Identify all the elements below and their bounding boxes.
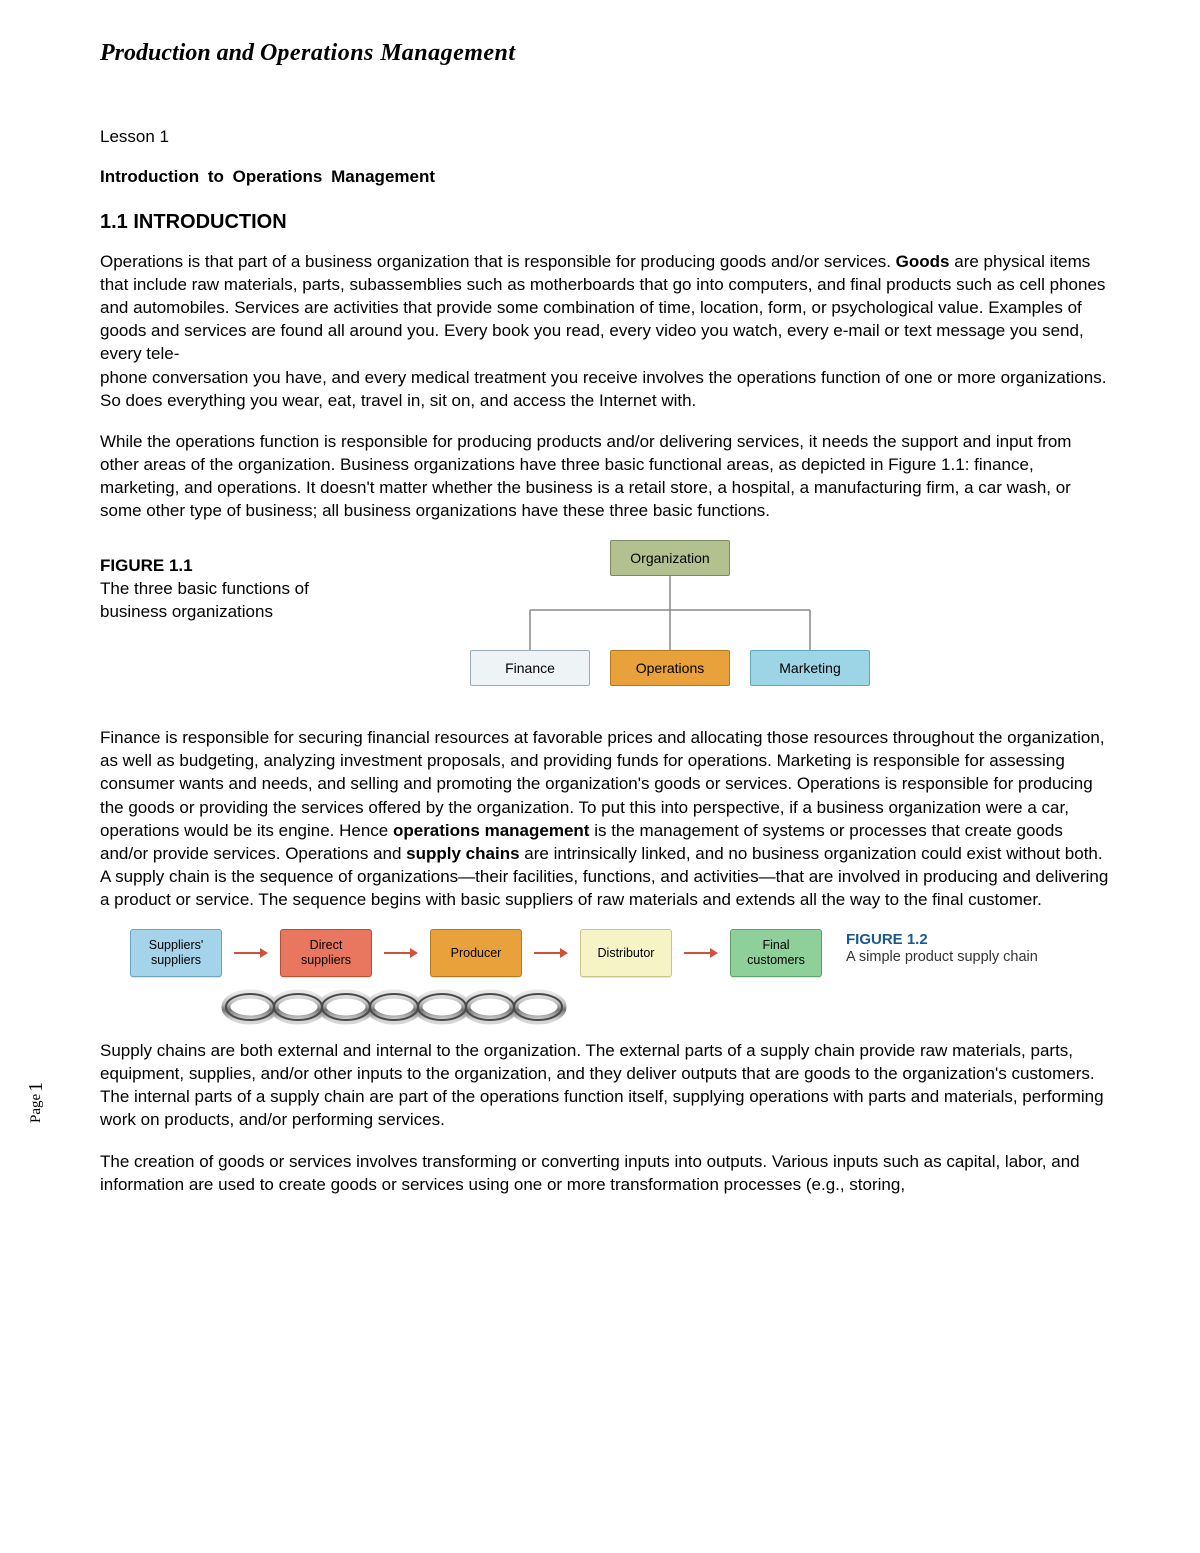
figure-1-2: Suppliers' suppliers Direct suppliers Prod…	[100, 929, 1110, 977]
flow-box-0: Suppliers' suppliers	[130, 929, 222, 977]
para1-a: Operations is that part of a business or…	[100, 252, 896, 271]
org-box-mid: Operations	[610, 650, 730, 686]
page-digit: 1	[25, 1082, 48, 1094]
para-3: Finance is responsible for securing fina…	[100, 726, 1110, 911]
section-title: 1.1 INTRODUCTION	[100, 211, 1110, 234]
term-goods: Goods	[896, 252, 950, 271]
document-page: Production and Operations Management Les…	[0, 0, 1200, 1553]
chain-image	[220, 985, 570, 1029]
org-box-top: Organization	[610, 540, 730, 576]
lesson-title: Introduction to Operations Management	[100, 167, 1110, 187]
org-box-left: Finance	[470, 650, 590, 686]
running-head-a: Production and O	[100, 40, 277, 66]
para-4: Supply chains are both external and inte…	[100, 1039, 1110, 1131]
flow-box-2: Producer	[430, 929, 522, 977]
figure-1-2-flow: Suppliers' suppliers Direct suppliers Prod…	[100, 929, 822, 977]
chain-icon	[220, 985, 570, 1029]
flow-arrow	[384, 946, 418, 960]
figure-1-2-caption: FIGURE 1.2 A simple product supply chain	[822, 929, 1038, 967]
figure-1-1-diagram: Organization Finance Operations Marketing	[330, 540, 1110, 700]
flow-box-4: Final customers	[730, 929, 822, 977]
flow-box-3: Distributor	[580, 929, 672, 977]
lesson-number: Lesson 1	[100, 127, 1110, 147]
para-1: Operations is that part of a business or…	[100, 250, 1110, 412]
term-om: operations management	[393, 821, 590, 840]
page-number: Page1	[25, 1082, 48, 1123]
figure-1-1-text: The three basic functions of business or…	[100, 578, 330, 624]
para-2: While the operations function is respons…	[100, 430, 1110, 522]
figure-1-1-number: FIGURE 1.1	[100, 556, 330, 576]
term-sc: supply chains	[406, 844, 519, 863]
flow-arrow	[684, 946, 718, 960]
running-head-c: M	[380, 40, 401, 66]
running-head: Production and Operations Management	[100, 40, 1110, 67]
running-head-d: anagement	[402, 40, 516, 66]
figure-1-2-number: FIGURE 1.2	[846, 931, 1038, 948]
figure-1-1-caption: FIGURE 1.1 The three basic functions of …	[100, 540, 330, 624]
figure-1-1: FIGURE 1.1 The three basic functions of …	[100, 540, 1110, 700]
org-box-right: Marketing	[750, 650, 870, 686]
para1-c: phone conversation you have, and every m…	[100, 368, 1106, 410]
running-head-b: perations	[277, 40, 380, 66]
figure-1-2-text: A simple product supply chain	[846, 948, 1038, 967]
flow-arrow	[234, 946, 268, 960]
para-5: The creation of goods or services involv…	[100, 1150, 1110, 1196]
flow-arrow	[534, 946, 568, 960]
flow-box-1: Direct suppliers	[280, 929, 372, 977]
page-label: Page	[28, 1094, 44, 1123]
